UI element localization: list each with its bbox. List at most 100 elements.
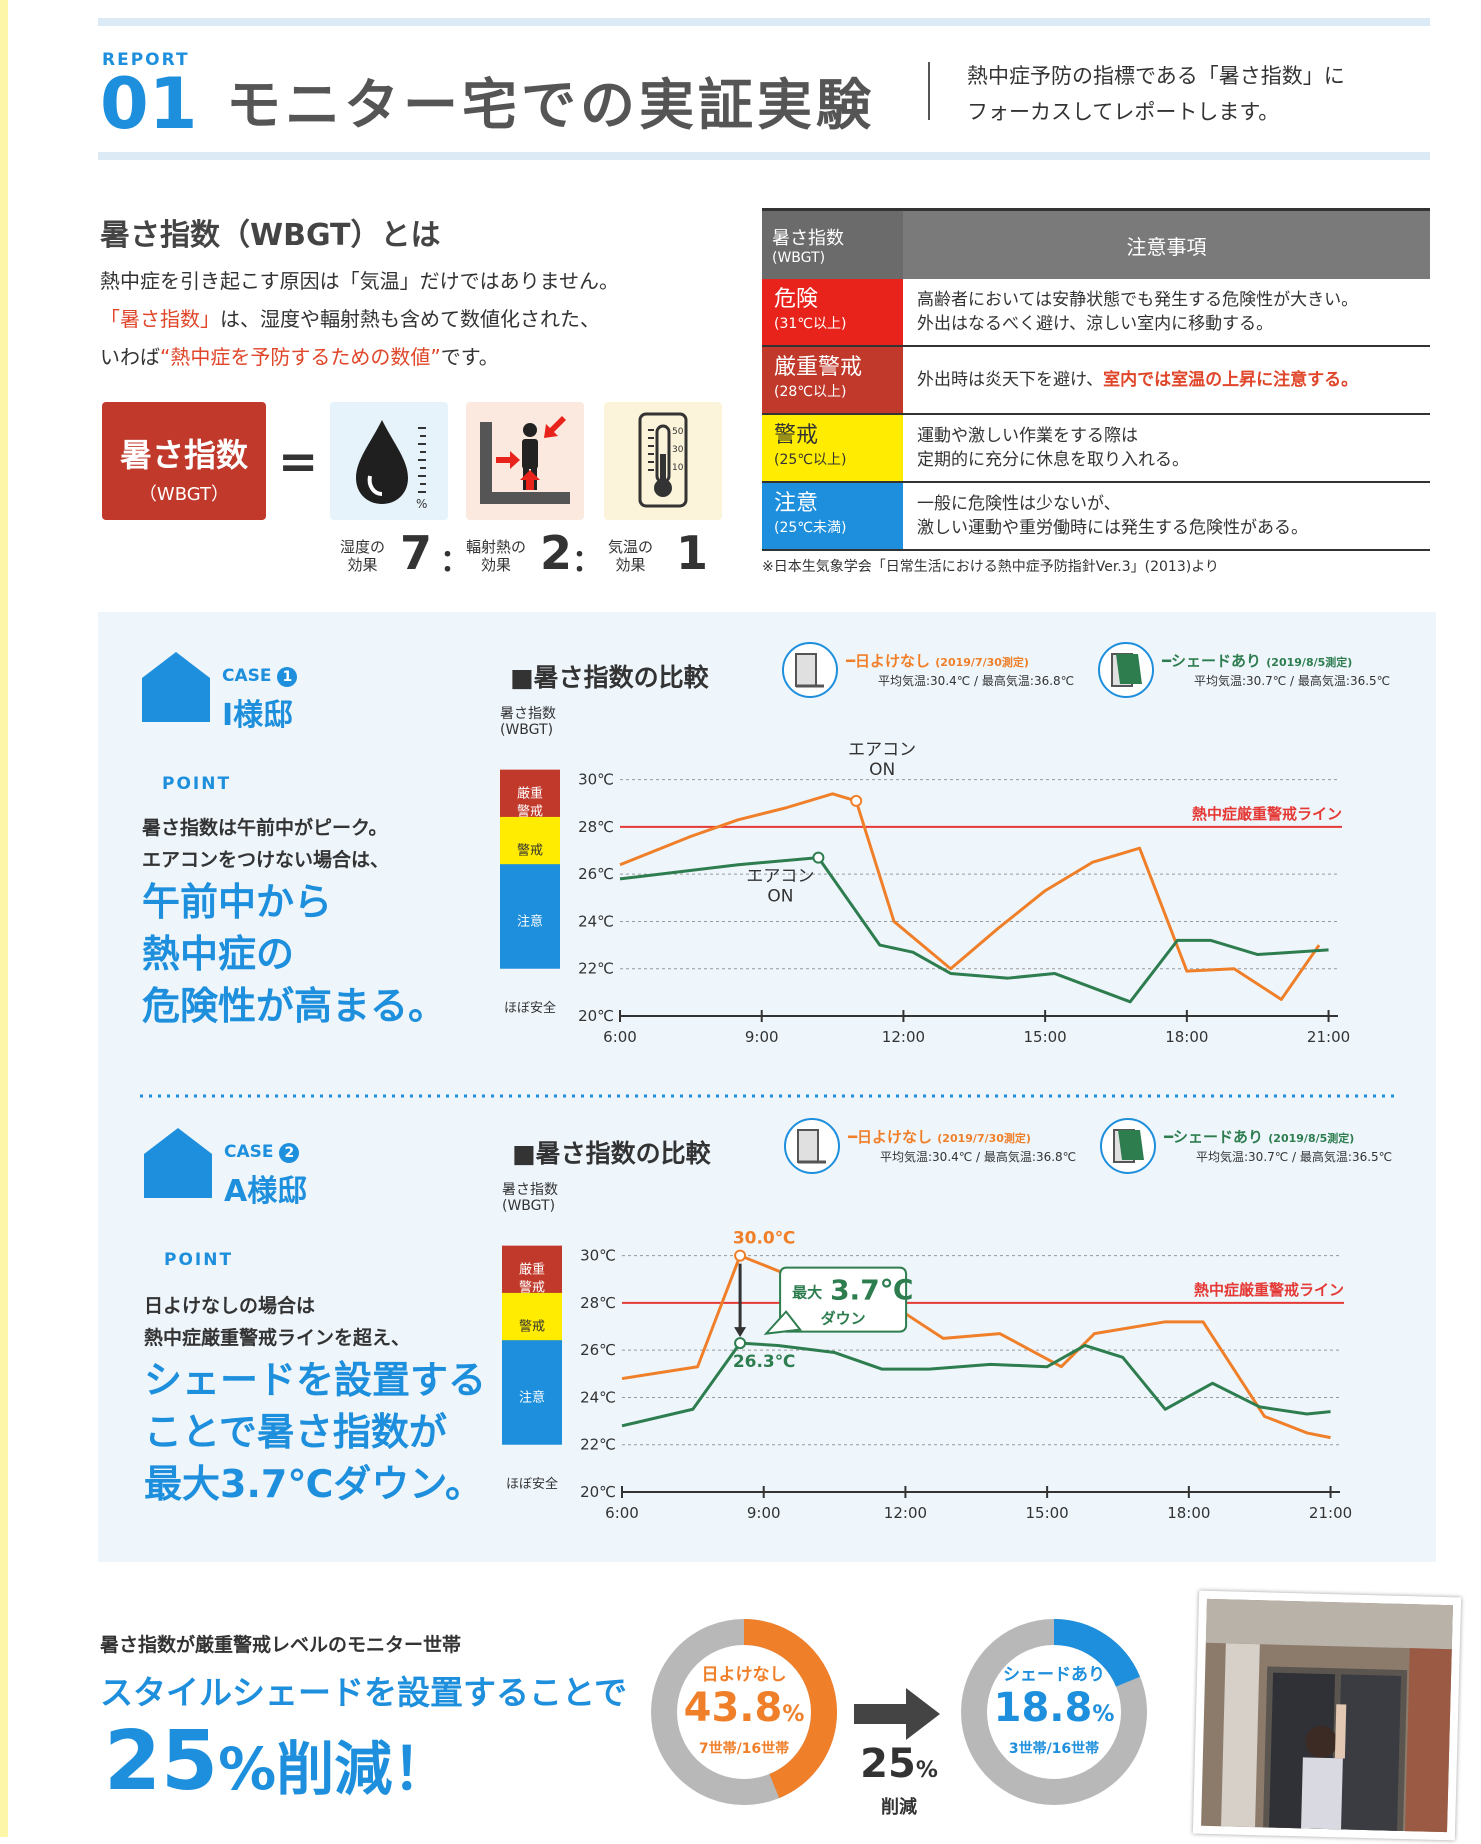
band-label: ほぼ安全 xyxy=(504,1000,556,1016)
band-2 xyxy=(502,1340,562,1445)
legend-shade-label: ━シェードあり xyxy=(1162,652,1262,670)
case-1-label-text: CASE xyxy=(222,666,272,686)
case-1-legend-shade-note: 平均気温:30.7℃ / 最高気温:36.5℃ xyxy=(1194,674,1391,688)
air-effect-label: 気温の 効果 xyxy=(608,538,653,574)
band-label: 注意 xyxy=(517,913,543,929)
x-tick-label: 12:00 xyxy=(884,1504,927,1522)
no-shade-window-icon xyxy=(782,642,838,698)
radiant-heat-icon xyxy=(480,416,570,504)
case-1-desc-small: 暑さ指数は午前中がピーク。 エアコンをつけない場合は、 xyxy=(142,812,389,876)
monitor-home-photo xyxy=(1192,1590,1462,1841)
reduction-label: 削減 xyxy=(881,1797,917,1818)
shade-window-icon xyxy=(1098,642,1154,698)
annotation-shade-value: 26.3℃ xyxy=(733,1352,796,1372)
x-tick-label: 12:00 xyxy=(882,1028,925,1046)
table-row: 警戒 (25℃以上) 運動や激しい作業をする際は 定期的に充分に休息を取り入れる。 xyxy=(762,414,1430,483)
radiant-ratio: 2 xyxy=(540,526,573,580)
x-tick-label: 15:00 xyxy=(1024,1028,1067,1046)
arrow-down-icon xyxy=(734,1327,747,1338)
band-label: 警戒 xyxy=(517,803,543,819)
legend-no-shade-label: ━日よけなし xyxy=(846,652,931,670)
bottom-heading: 暑さ指数が厳重警戒レベルのモニター世帯 xyxy=(100,1634,462,1656)
callout-max: 最大 xyxy=(792,1284,822,1302)
band-label: 警戒 xyxy=(519,1319,545,1335)
y-tick-label: 26℃ xyxy=(578,865,614,883)
level-name: 注意 xyxy=(774,491,819,516)
case-2-big-line-2: ことで暑さ指数が xyxy=(144,1410,447,1454)
table-row: 厳重警戒 (28℃以上) 外出時は炎天下を避け、室内では室温の上昇に注意する。 xyxy=(762,346,1430,415)
intro-line-3: いわば“熱中症を予防するための数値”です。 xyxy=(100,338,740,376)
band-label: 厳重 xyxy=(519,1261,545,1277)
case-2-desc-line-2: 熱中症厳重警戒ラインを超え、 xyxy=(144,1327,411,1349)
data-point-marker xyxy=(734,1337,747,1350)
y-axis-label: 暑さ指数 xyxy=(502,1182,558,1198)
case-1-number: 1 xyxy=(277,667,298,687)
intro-highlight-1: 「暑さ指数」 xyxy=(100,307,220,331)
callout-value: 3.7℃ xyxy=(830,1274,914,1307)
case-2-desc-line-1: 日よけなしの場合は xyxy=(144,1295,316,1317)
y-axis-label-sub: (WBGT) xyxy=(500,722,553,738)
no-shade-window-icon xyxy=(784,1118,840,1174)
house-icon xyxy=(142,652,210,722)
radiant-effect-label: 輻射熱の 効果 xyxy=(466,538,526,574)
table-header-row: 暑さ指数 (WBGT) 注意事項 xyxy=(762,208,1430,279)
band-2 xyxy=(500,864,560,969)
donut-2-pct: 18.8 xyxy=(993,1685,1093,1731)
x-tick-label: 21:00 xyxy=(1309,1504,1352,1522)
donut-value-slice xyxy=(651,1619,837,1805)
x-tick-label: 18:00 xyxy=(1165,1028,1208,1046)
level-name: 厳重警戒 xyxy=(774,355,863,380)
shade-series-line xyxy=(621,1341,1331,1428)
bottom-headline: スタイルシェードを設置することで xyxy=(100,1673,628,1712)
y-axis-label: 暑さ指数 xyxy=(500,706,556,722)
y-tick-label: 26℃ xyxy=(580,1341,616,1359)
shade-window-icon xyxy=(1100,1118,1156,1174)
air-temp-factor-tile: 50 30 10 xyxy=(604,402,722,520)
table-header-notes: 注意事項 xyxy=(903,208,1430,279)
band-label: 警戒 xyxy=(517,843,543,859)
case-2-number: 2 xyxy=(279,1143,300,1163)
intro-line-1: 熱中症を引き起こす原因は「気温」だけではありません。 xyxy=(100,269,619,293)
legend-shade-label: ━シェードあり xyxy=(1164,1128,1264,1146)
desc-line-2: 定期的に充分に休息を取り入れる。 xyxy=(917,450,1189,470)
page-subtitle: 熱中症予防の指標である「暑さ指数」に フォーカスしてレポートします。 xyxy=(967,58,1345,130)
y-tick-label: 28℃ xyxy=(578,818,614,836)
percent-mark: % xyxy=(416,497,427,511)
case-1-legend-no-shade: ━日よけなし (2019/7/30測定) xyxy=(846,650,1029,671)
humidity-ratio: 7 xyxy=(400,526,433,580)
air-label-l1: 気温の xyxy=(608,538,654,556)
legend-no-shade-label: ━日よけなし xyxy=(848,1128,933,1146)
data-point-marker xyxy=(734,1249,747,1262)
table-header-wbgt-l2: (WBGT) xyxy=(772,250,826,266)
header-bottom-rule xyxy=(98,152,1430,160)
humidity-factor-tile: % xyxy=(330,402,448,520)
wbgt-heading: 暑さ指数（WBGT）とは xyxy=(100,218,441,253)
case-2-desc-small: 日よけなしの場合は 熱中症厳重警戒ラインを超え、 xyxy=(144,1290,410,1354)
y-tick-label: 22℃ xyxy=(578,960,614,978)
shade-donut-labels: シェードあり 18.8% 3世帯/16世帯 xyxy=(958,1660,1150,1758)
desc-line-1: 高齢者においては安静状態でも発生する危険性が大きい。 xyxy=(917,290,1359,310)
case-1-legend-shade: ━シェードあり (2019/8/5測定) xyxy=(1162,650,1352,671)
callout-down: ダウン xyxy=(821,1310,866,1328)
thermometer-icon: 50 30 10 xyxy=(638,412,688,508)
intro-line-3-a: いわば xyxy=(100,345,160,369)
level-name: 警戒 xyxy=(774,423,819,448)
case-2-big-line-3: 最大3.7℃ダウン。 xyxy=(144,1462,484,1506)
donut-1-pct: 43.8 xyxy=(683,1685,783,1731)
x-tick-label: 9:00 xyxy=(745,1028,779,1046)
donut-2-sub: 3世帯/16世帯 xyxy=(1008,1741,1100,1757)
band-label: 注意 xyxy=(519,1389,545,1405)
case-1-desc-line-2: エアコンをつけない場合は、 xyxy=(142,849,390,871)
case-2-name: A様邸 xyxy=(224,1174,308,1209)
no-shade-series-line xyxy=(619,792,1321,1001)
case-divider xyxy=(140,1094,1400,1098)
y-tick-label: 24℃ xyxy=(578,912,614,930)
subtitle-line-2: フォーカスしてレポートします。 xyxy=(967,100,1280,124)
table-header-wbgt-l1: 暑さ指数 xyxy=(772,228,844,249)
radiant-label-l2: 効果 xyxy=(481,556,512,574)
donut-value-slice xyxy=(961,1619,1147,1805)
threshold-label: 熱中症厳重警戒ライン xyxy=(1192,805,1342,823)
level-danger: 危険 (31℃以上) xyxy=(762,279,903,347)
desc-line-2: 外出はなるべく避け、涼しい室内に移動する。 xyxy=(917,314,1274,334)
report-number: 01 xyxy=(100,63,198,145)
